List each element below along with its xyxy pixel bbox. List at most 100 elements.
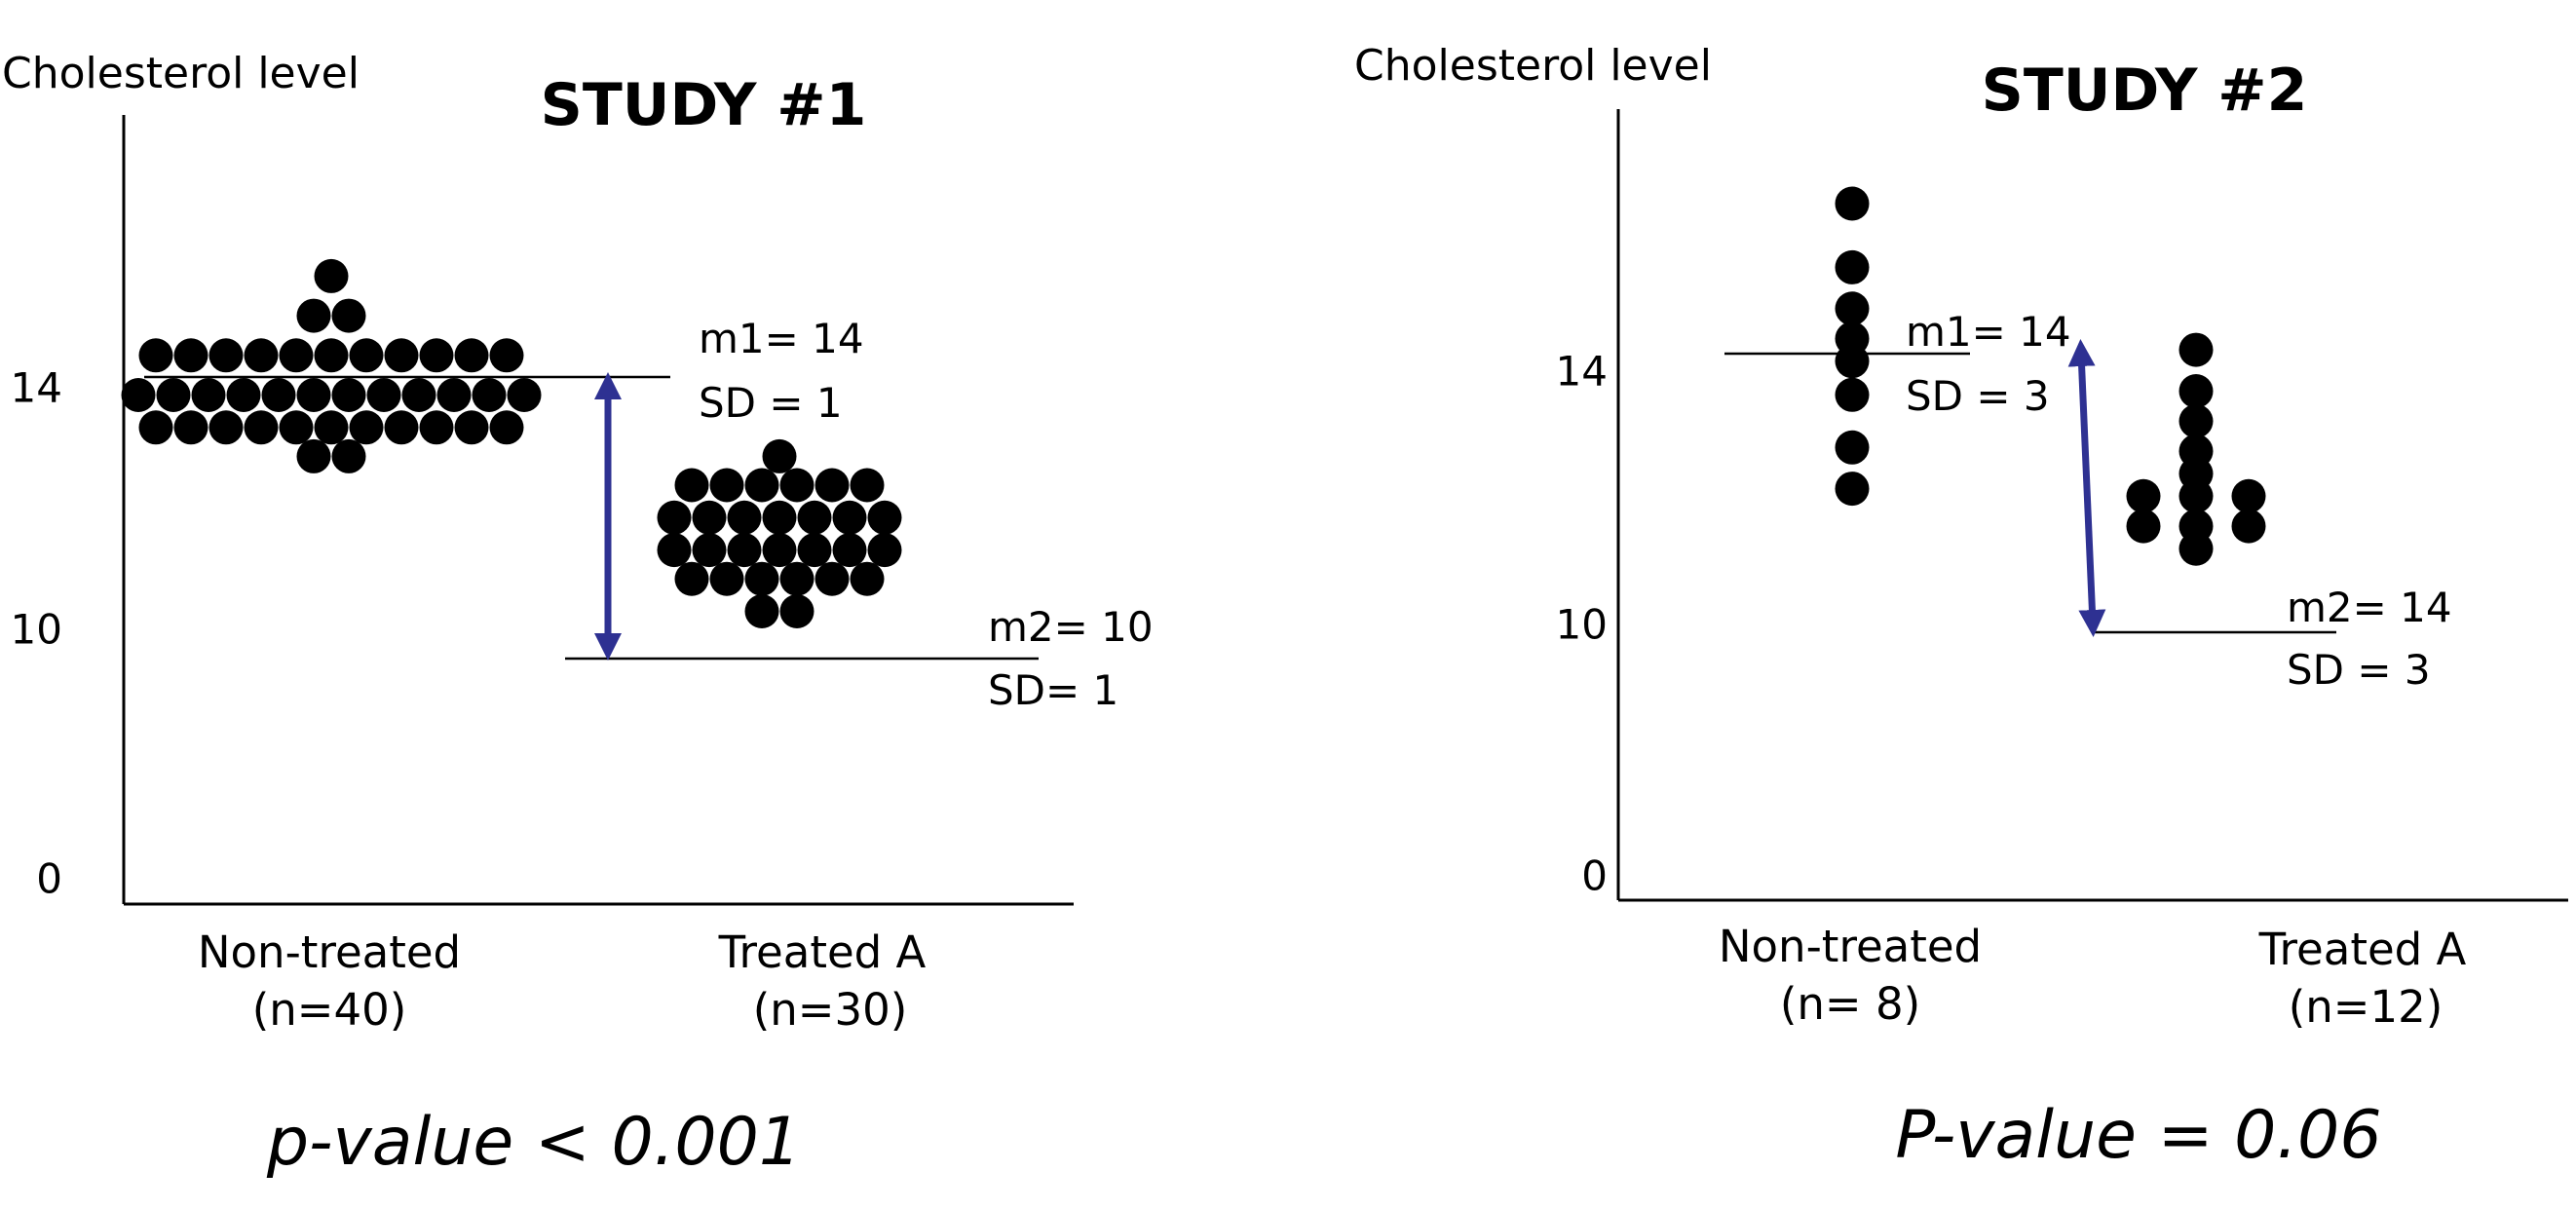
data-dot [349,410,384,445]
x-category-count: (n=12) [2289,981,2443,1033]
data-dot [1835,186,1870,221]
data-dot [121,378,156,412]
data-dot [867,533,902,568]
data-dot [727,533,762,568]
data-dot [850,468,885,503]
data-dot [489,338,524,373]
data-dot [674,468,709,503]
data-dot [727,500,762,535]
y-tick-label: 14 [1556,348,1608,396]
data-dot [208,410,244,445]
panel-study-1: Cholesterol level STUDY #1 14 10 0 m1= 1… [2,49,1154,1181]
data-dot [814,561,850,596]
data-dot [296,298,331,333]
y-tick-label: 0 [1581,852,1608,900]
data-dot [138,410,173,445]
mean-annotation: m2= 14 [2287,584,2452,631]
data-dot [156,378,191,412]
dot-group-treated-a [657,438,902,628]
y-tick-label: 10 [1556,601,1608,649]
x-category-label: Treated A [2258,924,2467,975]
x-category-count: (n=30) [753,984,908,1036]
data-dot [454,338,489,373]
data-dot [173,410,208,445]
data-dot [2178,478,2214,513]
p-value-annotation: P-value = 0.06 [1895,1097,2381,1174]
data-dot [779,594,814,628]
data-dot [1835,249,1870,284]
mean-annotation: m1= 14 [699,315,864,362]
data-dot [744,468,779,503]
y-tick-label: 10 [11,606,62,654]
data-dot [1835,291,1870,326]
data-dot [657,500,692,535]
data-dot [762,438,797,473]
data-dot [314,410,349,445]
dot-group-non-treated [121,258,542,473]
data-dot [867,500,902,535]
mean-annotation: m1= 14 [1906,308,2071,356]
sd-annotation: SD = 3 [1906,372,2050,420]
x-category-label: Non-treated [198,926,461,978]
data-dot [331,378,366,412]
data-dot [191,378,226,412]
data-dot [244,410,279,445]
data-dot [744,561,779,596]
data-dot [709,468,744,503]
x-category-label: Treated A [718,926,927,978]
data-dot [454,410,489,445]
data-dot [279,338,314,373]
data-dot [2178,332,2214,367]
data-dot [261,378,296,412]
y-axis-label: Cholesterol level [1354,41,1712,91]
data-dot [850,561,885,596]
data-dot [1835,377,1870,412]
data-dot [762,500,797,535]
chart-title: STUDY #2 [1982,57,2308,125]
data-dot [208,338,244,373]
y-axis-label: Cholesterol level [2,49,360,98]
data-dot [832,500,867,535]
panel-study-2: Cholesterol level STUDY #2 14 10 0 m1= 1… [1354,41,2568,1174]
data-dot [401,378,436,412]
data-dot [419,410,454,445]
data-dot [1835,430,1870,465]
data-dot [797,500,832,535]
data-dot [314,258,349,293]
mean-annotation: m2= 10 [988,603,1154,651]
data-dot [692,500,727,535]
data-dot [436,378,472,412]
x-category-label: Non-treated [1719,921,1982,972]
data-dot [279,410,314,445]
data-dot [2126,509,2161,544]
data-dot [331,438,366,473]
data-dot [489,410,524,445]
data-dot [1835,472,1870,507]
data-dot [349,338,384,373]
data-dot [384,338,419,373]
data-dot [832,533,867,568]
data-dot [366,378,401,412]
data-dot [419,338,454,373]
data-dot [314,338,349,373]
data-dot [744,594,779,628]
data-dot [2178,403,2214,438]
chart-title: STUDY #1 [541,71,867,139]
dot-group-non-treated [1835,186,1870,507]
sd-annotation: SD = 3 [2287,646,2431,694]
data-dot [507,378,542,412]
data-dot [2126,478,2161,513]
y-tick-label: 14 [11,364,62,412]
data-dot [2178,374,2214,408]
data-dot [244,338,279,373]
dot-group-treated-a [2126,332,2266,566]
data-dot [674,561,709,596]
p-value-annotation: p-value < 0.001 [266,1104,801,1181]
x-category-count: (n=40) [252,984,407,1036]
sd-annotation: SD = 1 [699,379,843,427]
difference-arrow [2067,339,2106,637]
data-dot [779,561,814,596]
data-dot [2178,531,2214,566]
